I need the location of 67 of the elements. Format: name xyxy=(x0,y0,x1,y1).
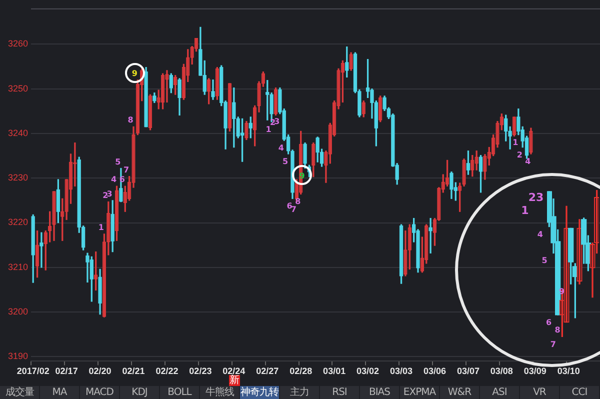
text: 成交量 xyxy=(0,386,39,399)
x-tick-label: 2017/02 xyxy=(16,366,50,376)
text: 3 xyxy=(274,116,280,126)
text: 8 xyxy=(295,197,301,206)
x-tick-label: 03/01 xyxy=(323,366,346,376)
text: 1 xyxy=(98,222,104,232)
text: 8 xyxy=(128,116,134,125)
y-tick-label: 3190 xyxy=(8,351,28,362)
x-tick-label: 03/06 xyxy=(423,366,446,376)
text: 4 xyxy=(110,175,117,184)
text: 7 xyxy=(124,165,130,174)
text: 8 xyxy=(554,325,560,334)
text: 牛熊线 xyxy=(200,386,239,399)
text: 2 xyxy=(516,150,522,160)
text: 4 xyxy=(525,156,531,166)
y-tick-label: 3240 xyxy=(8,128,28,138)
x-tick-label: 02/17 xyxy=(55,366,78,376)
x-tick-label: 03/09 xyxy=(524,366,546,376)
text: 9 xyxy=(132,68,138,78)
y-tick-label: 3260 xyxy=(8,38,28,49)
x-tick-label: 02/22 xyxy=(156,366,178,376)
text: KDJ xyxy=(120,386,159,399)
annotation: 23 xyxy=(528,191,544,204)
x-tick-label: 02/20 xyxy=(88,366,112,376)
text: 5 xyxy=(282,156,288,166)
text: RSI xyxy=(320,386,359,399)
text: W&R xyxy=(440,386,479,399)
x-tick-label: 02/27 xyxy=(256,366,279,376)
text: 5 xyxy=(542,256,548,266)
x-tick-label: 03/08 xyxy=(490,366,513,376)
text: 新 xyxy=(229,375,240,386)
text: CCI xyxy=(560,386,599,399)
text: BOLL xyxy=(160,386,199,399)
x-tick-label: 03/02 xyxy=(356,366,380,376)
text: 1 xyxy=(266,124,272,134)
text: 1 xyxy=(512,138,518,147)
y-tick-label: 3200 xyxy=(8,306,28,317)
text: VR xyxy=(520,386,559,399)
text: 4 xyxy=(278,144,284,153)
annotation: 1 xyxy=(521,204,529,217)
text: 4 xyxy=(537,230,543,239)
y-tick-label: 3210 xyxy=(8,262,28,272)
text: 3 xyxy=(106,189,112,198)
text: 7 xyxy=(290,204,296,214)
text: 9 xyxy=(559,287,565,296)
x-tick-label: 02/23 xyxy=(189,366,212,376)
x-tick-label: 03/07 xyxy=(456,366,480,376)
text: BIAS xyxy=(360,386,399,399)
x-tick-label: 03/10 xyxy=(557,366,580,376)
x-tick-label: 02/28 xyxy=(290,366,312,376)
text: 神奇九转 xyxy=(240,386,279,399)
x-tick-label: 02/21 xyxy=(122,366,145,376)
y-tick-label: 3230 xyxy=(8,172,28,183)
text: 5 xyxy=(115,157,121,166)
text: EXPMA xyxy=(400,386,439,399)
y-tick-label: 3220 xyxy=(8,217,28,228)
text: MA xyxy=(40,386,79,399)
text: 6 xyxy=(546,318,552,327)
x-tick-label: 03/03 xyxy=(390,366,413,376)
text: 主力 xyxy=(280,386,319,399)
text: MACD xyxy=(80,386,119,399)
text: 2 xyxy=(270,118,276,128)
text: ASI xyxy=(480,386,519,399)
text: 6 xyxy=(286,202,292,211)
text: 2 xyxy=(102,190,108,200)
y-tick-label: 3250 xyxy=(8,83,28,94)
text: 7 xyxy=(550,340,556,349)
